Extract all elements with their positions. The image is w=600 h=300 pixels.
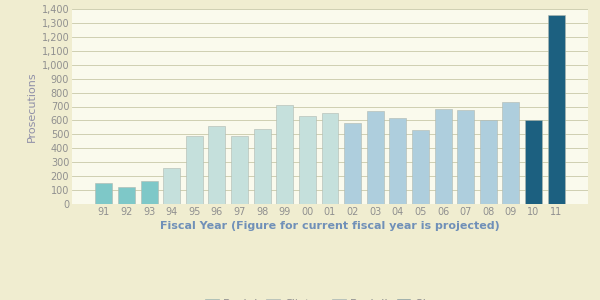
Bar (367, 111, 383, 204)
Bar (163, 168, 180, 204)
Bar (502, 102, 520, 204)
Bar (140, 181, 158, 204)
Bar (186, 136, 203, 204)
Bar (457, 110, 474, 204)
Bar (231, 136, 248, 204)
Bar (344, 123, 361, 204)
Bar (322, 113, 338, 204)
Bar (548, 15, 565, 204)
Bar (525, 120, 542, 204)
Bar (277, 105, 293, 204)
Bar (299, 116, 316, 204)
Bar (480, 120, 497, 204)
Legend: Bush I, Clinton, Bush II, Obama: Bush I, Clinton, Bush II, Obama (203, 297, 457, 300)
Y-axis label: Prosecutions: Prosecutions (28, 71, 37, 142)
Bar (254, 129, 271, 204)
Bar (412, 130, 429, 204)
Bar (95, 183, 112, 204)
Bar (389, 118, 406, 204)
Bar (118, 187, 135, 204)
X-axis label: Fiscal Year (Figure for current fiscal year is projected): Fiscal Year (Figure for current fiscal y… (160, 221, 500, 231)
Bar (208, 126, 226, 204)
Bar (434, 109, 452, 204)
